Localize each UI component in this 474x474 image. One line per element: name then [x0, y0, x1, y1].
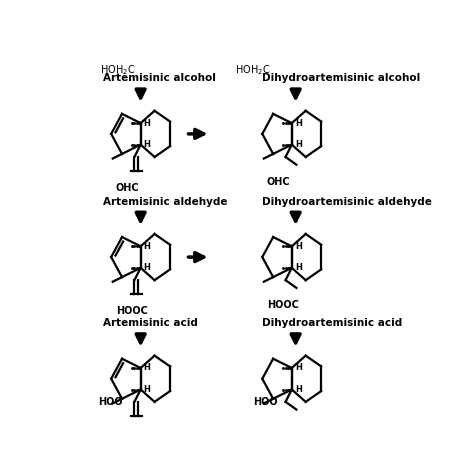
- Text: H: H: [144, 118, 151, 128]
- Text: H: H: [295, 242, 302, 251]
- Text: H: H: [144, 264, 151, 273]
- Text: Dihydroartemisinic acid: Dihydroartemisinic acid: [262, 318, 402, 328]
- Text: H: H: [295, 364, 302, 373]
- Text: H: H: [295, 140, 302, 149]
- Text: Dihydroartemisinic aldehyde: Dihydroartemisinic aldehyde: [262, 197, 432, 207]
- Text: Artemisinic alcohol: Artemisinic alcohol: [103, 73, 216, 83]
- Text: HOO: HOO: [253, 397, 278, 407]
- Text: HOOC: HOOC: [116, 306, 148, 316]
- Text: H: H: [144, 140, 151, 149]
- Text: H: H: [144, 242, 151, 251]
- Text: Dihydroartemisinic alcohol: Dihydroartemisinic alcohol: [262, 73, 420, 83]
- Text: HOO: HOO: [98, 397, 123, 407]
- Text: H: H: [295, 264, 302, 273]
- Text: OHC: OHC: [267, 177, 291, 187]
- Text: Artemisinic aldehyde: Artemisinic aldehyde: [103, 197, 228, 207]
- Text: H: H: [295, 385, 302, 394]
- Text: OHC: OHC: [116, 183, 139, 193]
- Text: H: H: [144, 364, 151, 373]
- Text: H: H: [144, 385, 151, 394]
- Text: H: H: [295, 118, 302, 128]
- Text: $\mathsf{HOH_2C}$: $\mathsf{HOH_2C}$: [100, 63, 135, 77]
- Text: Artemisinic acid: Artemisinic acid: [103, 318, 198, 328]
- Text: $\mathsf{HOH_2C}$: $\mathsf{HOH_2C}$: [235, 63, 271, 77]
- Text: HOOC: HOOC: [267, 300, 299, 310]
